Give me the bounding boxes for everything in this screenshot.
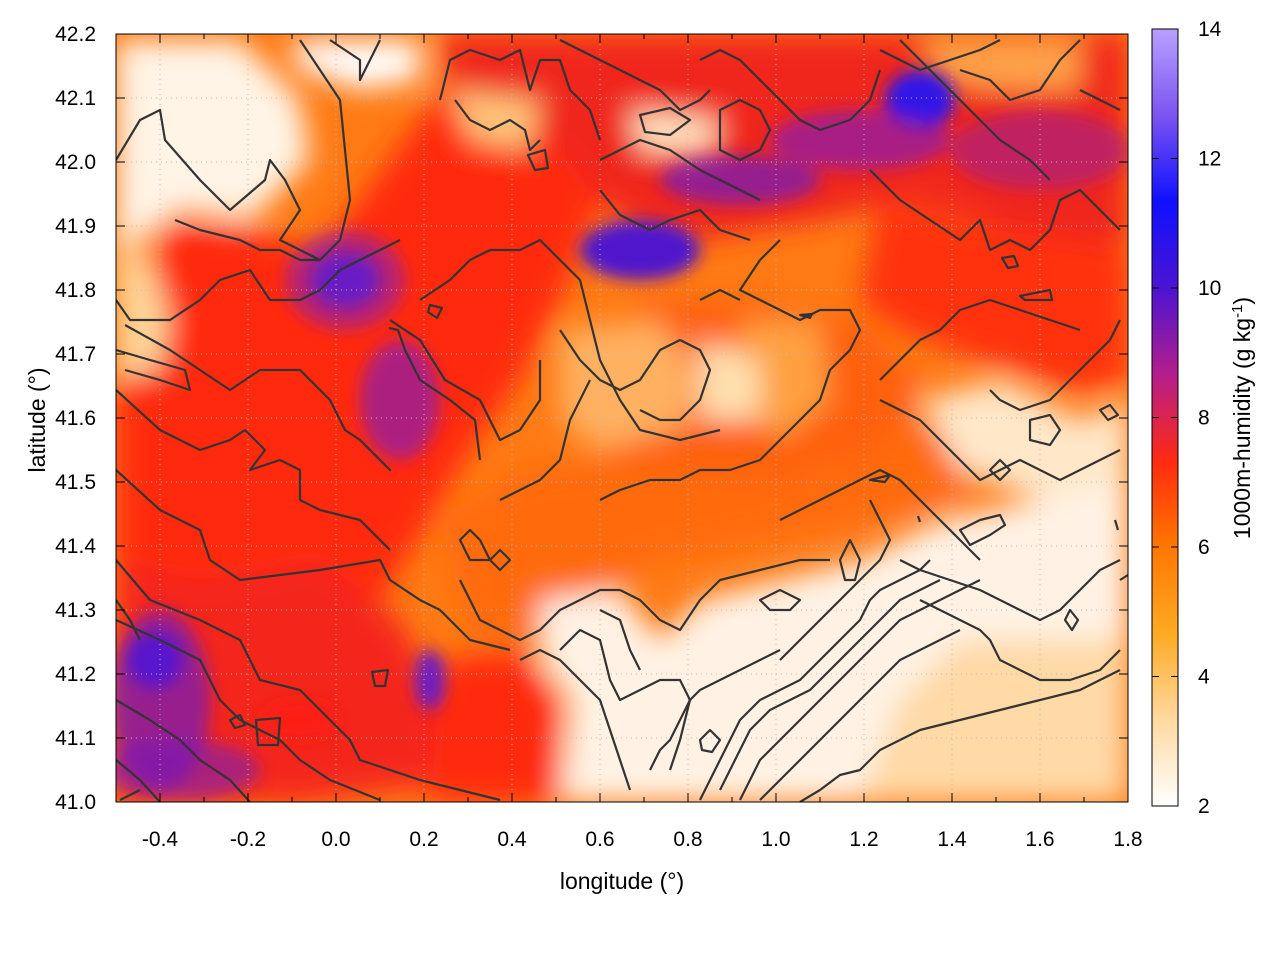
colorbar-tick-label: 12 [1198, 148, 1221, 171]
x-axis: -0.4 -0.2 0.0 0.2 0.4 0.6 0.8 1.0 1.2 1.4 1.6 1.8 [115, 34, 1143, 851]
y-tick-label: 41.5 [55, 471, 96, 494]
y-tick-label: 41.2 [55, 663, 96, 686]
colorbar-label-main: 1000m-humidity (g kg [1229, 318, 1255, 539]
colorbar-label-close: ) [1229, 297, 1255, 305]
plot-area [116, 34, 1128, 802]
plot-grid [116, 34, 1128, 802]
y-axis-label: latitude (°) [24, 367, 50, 472]
x-tick-label: 1.6 [1025, 828, 1054, 851]
x-tick-label: 0.0 [321, 828, 350, 851]
y-tick-label: 41.7 [55, 343, 96, 366]
x-tick-label: -0.2 [230, 828, 266, 851]
x-tick-label: 0.8 [673, 828, 702, 851]
y-tick-label: 41.6 [55, 407, 96, 430]
colorbar-tick-label: 14 [1198, 18, 1222, 41]
y-tick-label: 41.4 [55, 535, 96, 558]
x-axis-label: longitude (°) [560, 868, 684, 894]
y-tick-label: 41.1 [55, 727, 96, 750]
humidity-maxima [116, 70, 1128, 800]
x-tick-label: 1.2 [849, 828, 878, 851]
x-tick-label: 1.4 [937, 828, 967, 851]
x-tick-label: 0.6 [585, 828, 614, 851]
y-tick-label: 42.2 [55, 23, 96, 46]
y-tick-label: 41.3 [55, 599, 96, 622]
y-tick-label: 41.0 [55, 791, 96, 814]
colorbar-tick-label: 8 [1198, 407, 1210, 430]
x-tick-label: -0.4 [142, 828, 179, 851]
humidity-field [116, 34, 1128, 802]
y-tick-label: 41.8 [55, 279, 96, 302]
colorbar: 2 4 6 8 10 12 14 1000m-humidity (g kg-1) [1151, 18, 1256, 818]
y-tick-label: 42.0 [55, 151, 96, 174]
y-tick-label: 42.1 [55, 87, 96, 110]
y-axis: 41.0 41.1 41.2 41.3 41.4 41.5 41.6 41.7 41.8 41.9… [55, 23, 1128, 814]
colorbar-label: 1000m-humidity (g kg-1) [1229, 297, 1256, 539]
x-tick-label: 0.4 [497, 828, 527, 851]
x-tick-label: 1.0 [761, 828, 790, 851]
colorbar-label-superscript: -1 [1229, 305, 1246, 318]
colorbar-tick-label: 2 [1198, 795, 1210, 818]
colorbar-tick-label: 10 [1198, 277, 1221, 300]
y-tick-label: 41.9 [55, 215, 96, 238]
colorbar-ticks: 2 4 6 8 10 12 14 [1152, 18, 1222, 818]
x-tick-label: 1.8 [1113, 828, 1142, 851]
x-tick-label: 0.2 [409, 828, 438, 851]
terrain-contours [116, 39, 1128, 802]
colorbar-tick-label: 6 [1198, 536, 1210, 559]
colorbar-tick-label: 4 [1198, 666, 1210, 689]
